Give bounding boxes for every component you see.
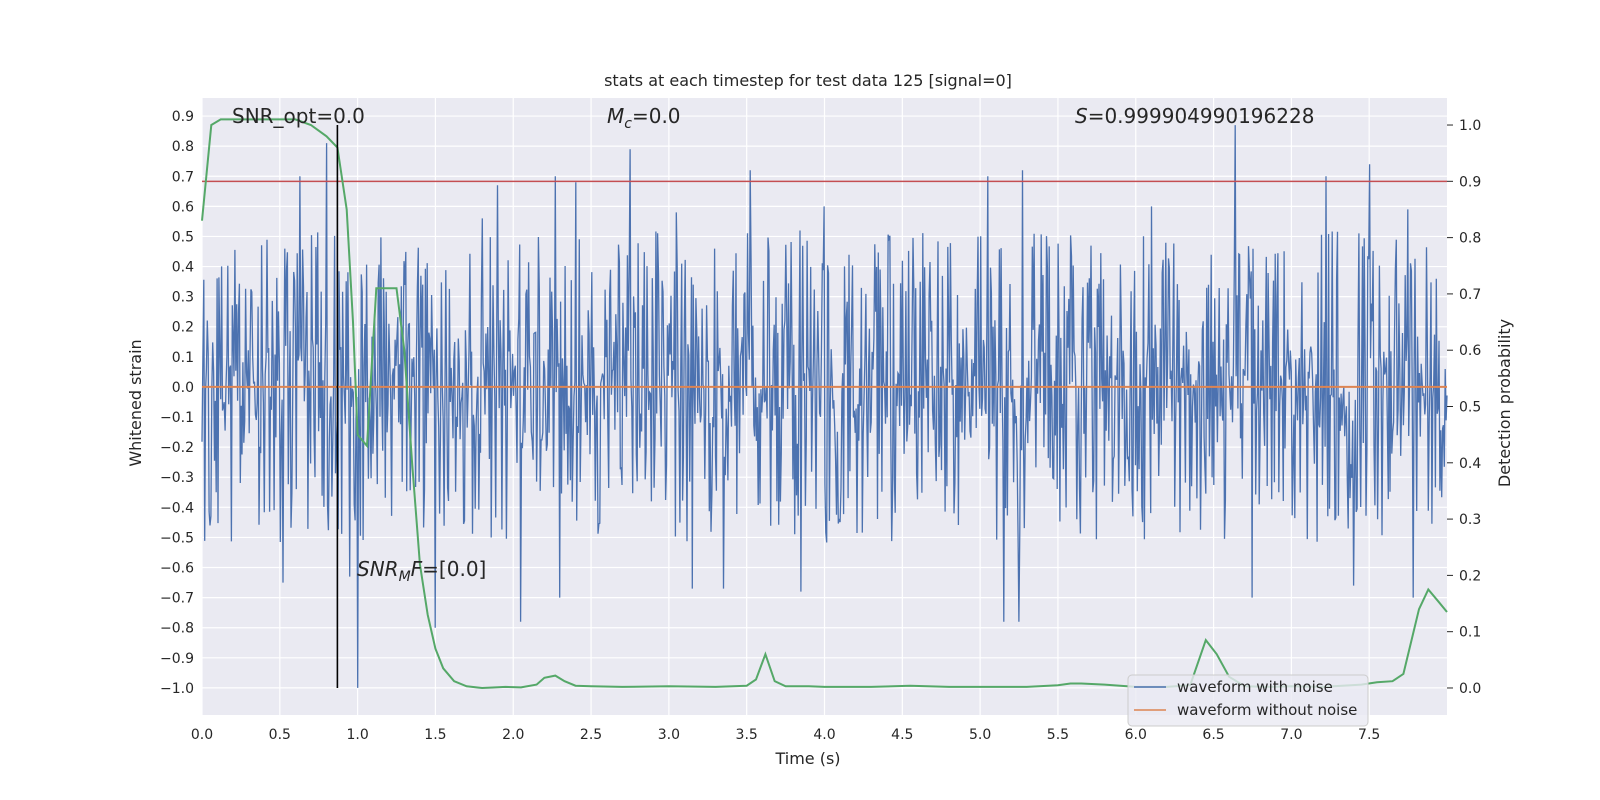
- y-axis-label: Whitened strain: [126, 339, 145, 466]
- x-tick-label: 7.5: [1358, 727, 1380, 743]
- y2-axis-label: Detection probability: [1495, 319, 1514, 487]
- waveform-with-noise-line: [201, 125, 1448, 688]
- y-tick-label: −0.9: [160, 651, 194, 667]
- y2-tick-label: 0.9: [1459, 174, 1481, 190]
- x-tick-label: 4.5: [891, 727, 913, 743]
- mc-annotation: Mc=0.0: [607, 104, 681, 132]
- y-tick-label: 0.7: [172, 169, 194, 185]
- y2-tick-label: 0.2: [1459, 568, 1481, 584]
- snr-mf-symbol: SNR: [357, 557, 399, 581]
- y-tick-label: 0.5: [172, 229, 194, 245]
- x-tick-label: 3.0: [658, 727, 680, 743]
- x-tick-label: 1.0: [346, 727, 368, 743]
- x-tick-label: 0.0: [191, 727, 213, 743]
- series-waveform-with-noise: [201, 125, 1448, 688]
- legend: waveform with noise waveform without noi…: [1127, 674, 1369, 727]
- y-tick-label: −0.1: [160, 410, 194, 426]
- mc-subscript: c: [624, 116, 632, 132]
- y-tick-label: −0.7: [160, 591, 194, 607]
- y-axis-left: 0.9 0.8 0.7 0.6 0.5 0.4 0.3 0.2 0.1 0.0 −0.1 −0.2 −0…: [160, 109, 194, 697]
- y-tick-label: −0.8: [160, 621, 194, 637]
- y2-tick-label: 0.0: [1459, 681, 1481, 697]
- y-tick-label: −0.6: [160, 561, 194, 577]
- y-tick-label: 0.6: [172, 199, 194, 215]
- y2-tick-label: 0.8: [1459, 231, 1481, 247]
- mc-symbol: M: [607, 104, 624, 128]
- x-tick-label: 2.5: [580, 727, 602, 743]
- y2-tick-label: 0.7: [1459, 287, 1481, 303]
- mc-value: =0.0: [632, 104, 681, 128]
- s-value: =0.999904990196228: [1088, 104, 1315, 128]
- y2-tick-label: 0.6: [1459, 343, 1481, 359]
- y-axis-right: 1.0 0.9 0.8 0.7 0.6 0.5 0.4 0.3 0.2 0.1 0.0: [1447, 118, 1481, 697]
- x-tick-label: 3.5: [736, 727, 758, 743]
- s-annotation: S=0.999904990196228: [1075, 104, 1314, 128]
- y-tick-label: 0.2: [172, 320, 194, 336]
- x-tick-label: 0.5: [269, 727, 291, 743]
- legend-label-clean: waveform without noise: [1177, 701, 1357, 719]
- x-axis-label: Time (s): [774, 749, 840, 768]
- x-tick-label: 4.0: [813, 727, 835, 743]
- y-tick-label: 0.3: [172, 290, 194, 306]
- snr-mf-annotation: SNRMF=[0.0]: [357, 557, 486, 585]
- s-symbol: S: [1075, 104, 1088, 128]
- snr-mf-subscript: M: [399, 569, 411, 585]
- snr-mf-value: =[0.0]: [422, 557, 486, 581]
- legend-box: [1127, 674, 1369, 727]
- y2-tick-label: 0.4: [1459, 456, 1481, 472]
- y-tick-label: 0.8: [172, 139, 194, 155]
- y2-tick-label: 0.5: [1459, 400, 1481, 416]
- snr-mf-f: F: [411, 557, 423, 581]
- x-tick-label: 1.5: [424, 727, 446, 743]
- chart-title: stats at each timestep for test data 125…: [604, 71, 1012, 90]
- y-tick-label: 0.1: [172, 350, 194, 366]
- y-tick-label: −0.3: [160, 470, 194, 486]
- legend-label-noise: waveform with noise: [1177, 678, 1333, 696]
- x-tick-label: 5.0: [969, 727, 991, 743]
- x-axis: 0.0 0.5 1.0 1.5 2.0 2.5 3.0 3.5 4.0 4.5 5.0 5.5 6.0 6…: [191, 727, 1380, 743]
- x-tick-label: 2.0: [502, 727, 524, 743]
- y-tick-label: 0.0: [172, 380, 194, 396]
- y-tick-label: 0.4: [172, 260, 194, 276]
- x-tick-label: 6.5: [1202, 727, 1224, 743]
- snr-opt-annotation: SNR_opt=0.0: [232, 104, 365, 128]
- y-tick-label: −0.4: [160, 500, 194, 516]
- x-tick-label: 5.5: [1047, 727, 1069, 743]
- y-tick-label: 0.9: [172, 109, 194, 125]
- y2-tick-label: 0.1: [1459, 625, 1481, 641]
- y-tick-label: −0.5: [160, 530, 194, 546]
- y-tick-label: −0.2: [160, 440, 194, 456]
- x-tick-label: 7.0: [1280, 727, 1302, 743]
- y2-tick-label: 1.0: [1459, 118, 1481, 134]
- y2-tick-label: 0.3: [1459, 512, 1481, 528]
- x-tick-label: 6.0: [1125, 727, 1147, 743]
- y-tick-label: −1.0: [160, 681, 194, 697]
